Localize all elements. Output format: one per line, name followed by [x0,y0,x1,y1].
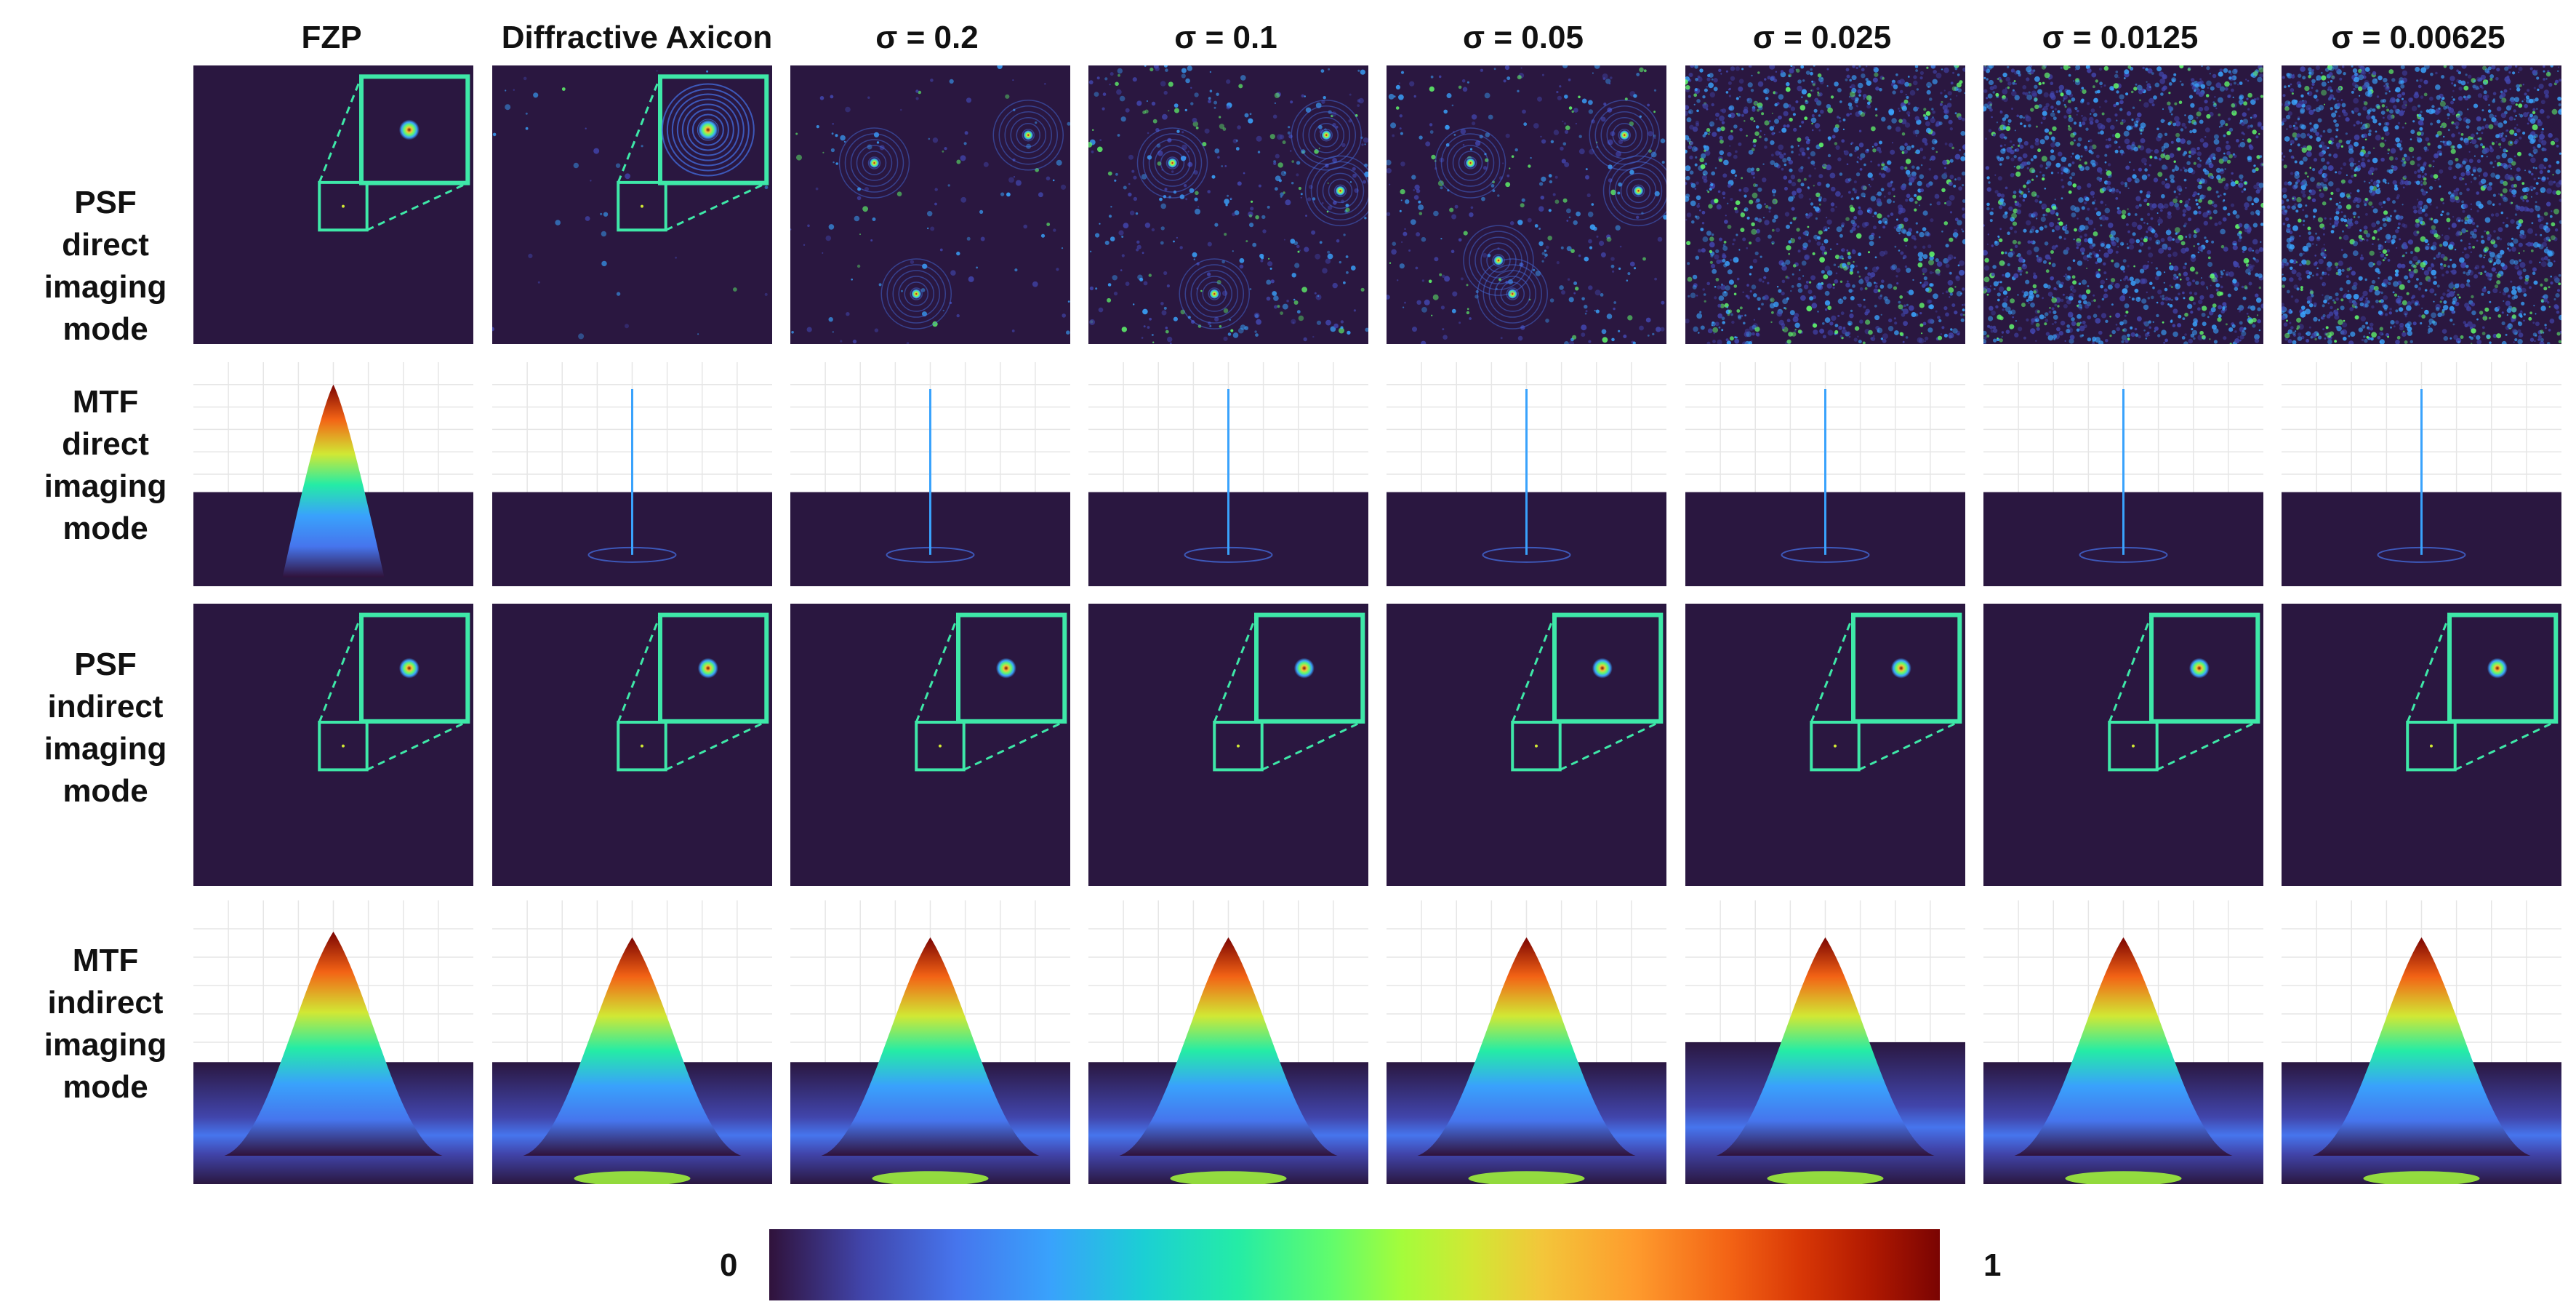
panel-mtf-direct-s01 [1088,362,1368,586]
plot-psf-direct-s000625 [2282,65,2561,344]
column-header-sigma-0.025: σ = 0.025 [1752,20,1892,55]
plot-mtf-direct-s000625 [2282,362,2561,586]
plot-psf-direct-fzp [193,65,473,344]
panel-psf-indirect-s00125 [1983,604,2263,886]
panel-mtf-direct-s000625 [2282,362,2561,586]
panel-psf-indirect-fzp [193,604,473,886]
panel-psf-indirect-s01 [1088,604,1368,886]
panel-psf-indirect-s005 [1387,604,1666,886]
row-header-mtf-indirect: MTF indirect imaging mode [44,943,167,1105]
panel-psf-indirect-s000625 [2282,604,2561,886]
panel-mtf-direct-fzp [193,362,473,586]
panel-mtf-direct-s02 [790,362,1070,586]
panel-psf-indirect-s0025 [1685,604,1965,886]
panel-mtf-indirect-s0025 [1685,900,1965,1184]
plot-psf-direct-s005 [1387,65,1666,344]
plot-psf-indirect-axicon [492,604,772,886]
plot-psf-direct-axicon [492,65,772,344]
plot-mtf-indirect-fzp [193,900,473,1184]
panel-psf-direct-s0025 [1685,65,1965,344]
plot-psf-indirect-fzp [193,604,473,886]
panel-mtf-direct-s00125 [1983,362,2263,586]
panel-psf-indirect-s02 [790,604,1070,886]
column-header-sigma-0.05: σ = 0.05 [1463,20,1584,55]
plot-mtf-direct-s0025 [1685,362,1965,586]
plot-psf-indirect-s000625 [2282,604,2561,886]
plot-mtf-direct-fzp [193,362,473,586]
panel-psf-direct-s005 [1387,65,1666,344]
plot-psf-direct-s0025 [1685,65,1965,344]
plot-mtf-direct-s005 [1387,362,1666,586]
plot-psf-direct-s02 [790,65,1070,344]
plot-psf-direct-s00125 [1983,65,2263,344]
panel-psf-indirect-axicon [492,604,772,886]
panel-mtf-indirect-axicon [492,900,772,1184]
plot-psf-indirect-s0025 [1685,604,1965,886]
colorbar-min-label: 0 [720,1247,738,1283]
panel-mtf-indirect-s01 [1088,900,1368,1184]
plot-mtf-indirect-s02 [790,900,1070,1184]
colorbar-max-label: 1 [1983,1247,2002,1283]
plot-psf-indirect-s005 [1387,604,1666,886]
panel-mtf-indirect-s00125 [1983,900,2263,1184]
plot-mtf-indirect-s01 [1088,900,1368,1184]
plot-mtf-indirect-s0025 [1685,900,1965,1184]
row-header-mtf-direct: MTF direct imaging mode [44,384,167,546]
colorbar [769,1229,1940,1300]
panel-mtf-indirect-s02 [790,900,1070,1184]
panel-mtf-indirect-fzp [193,900,473,1184]
plot-mtf-indirect-axicon [492,900,772,1184]
panel-mtf-direct-s005 [1387,362,1666,586]
panel-mtf-direct-s0025 [1685,362,1965,586]
row-header-psf-indirect: PSF indirect imaging mode [44,647,167,809]
column-header-sigma-0.00625: σ = 0.00625 [2331,20,2505,55]
plot-psf-indirect-s02 [790,604,1070,886]
row-header-psf-direct: PSF direct imaging mode [44,185,167,347]
column-header-sigma-0.2: σ = 0.2 [875,20,979,55]
plot-mtf-indirect-s00125 [1983,900,2263,1184]
panel-psf-direct-axicon [492,65,772,344]
panel-psf-direct-s02 [790,65,1070,344]
panel-psf-direct-s01 [1088,65,1368,344]
panel-mtf-direct-axicon [492,362,772,586]
panel-mtf-indirect-s000625 [2282,900,2561,1184]
plot-mtf-direct-axicon [492,362,772,586]
plot-mtf-direct-s02 [790,362,1070,586]
column-header-sigma-0.0125: σ = 0.0125 [2042,20,2199,55]
plot-psf-direct-s01 [1088,65,1368,344]
panel-mtf-indirect-s005 [1387,900,1666,1184]
plot-mtf-indirect-s005 [1387,900,1666,1184]
plot-mtf-indirect-s000625 [2282,900,2561,1184]
column-header-sigma-0.1: σ = 0.1 [1174,20,1277,55]
plot-psf-indirect-s01 [1088,604,1368,886]
column-header-axicon: Diffractive Axicon [501,20,773,55]
plot-mtf-direct-s00125 [1983,362,2263,586]
panel-psf-direct-s000625 [2282,65,2561,344]
plot-mtf-direct-s01 [1088,362,1368,586]
panel-psf-direct-s00125 [1983,65,2263,344]
column-header-fzp: FZP [301,20,362,55]
panel-psf-direct-fzp [193,65,473,344]
plot-psf-indirect-s00125 [1983,604,2263,886]
